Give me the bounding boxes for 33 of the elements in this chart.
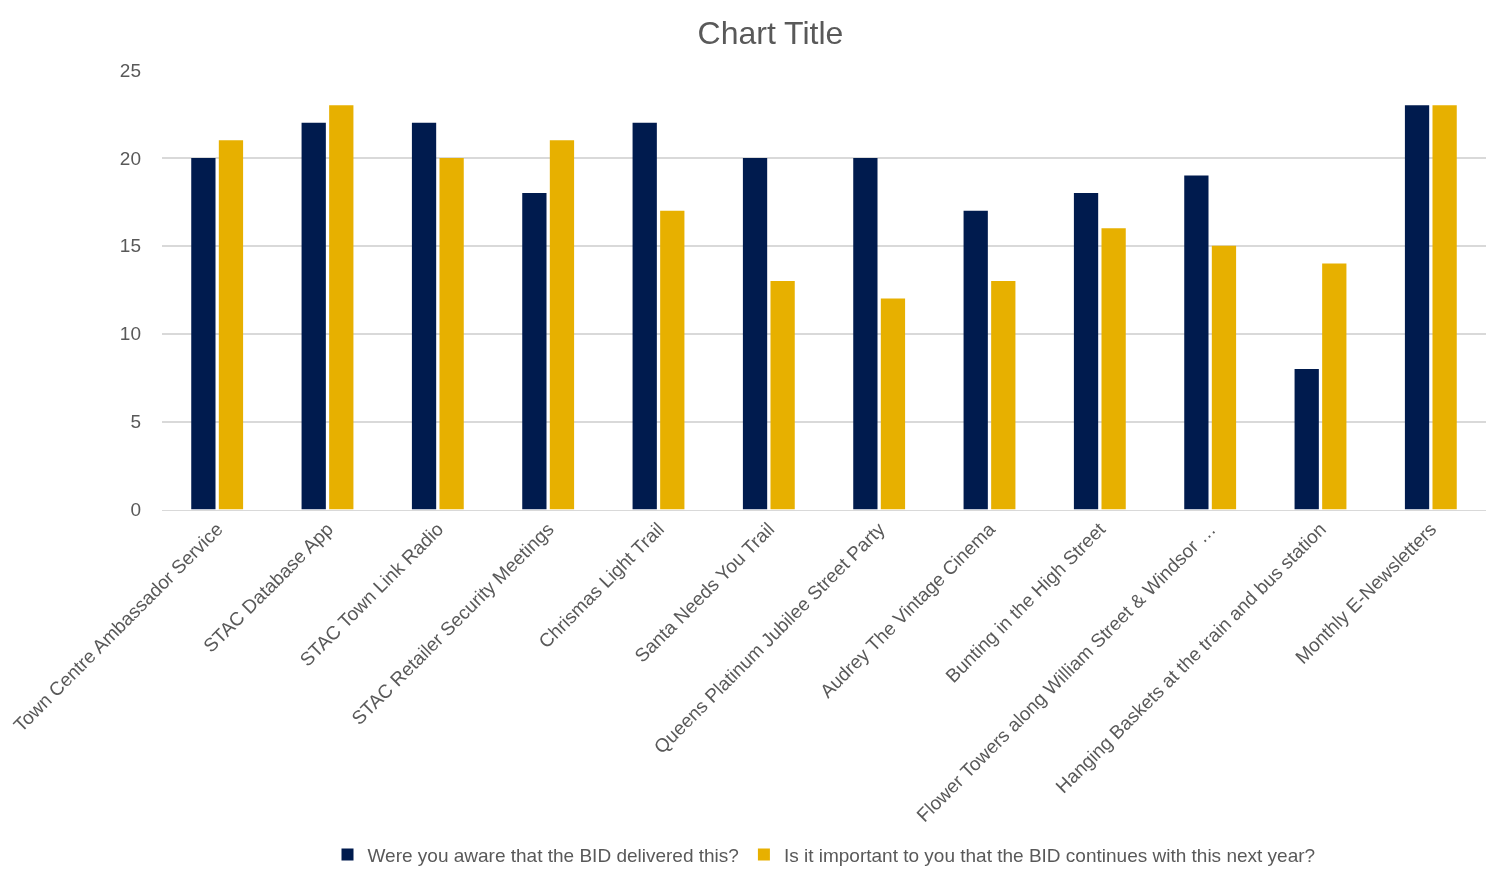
bar	[1073, 193, 1099, 510]
bar	[439, 157, 464, 510]
bar	[549, 140, 575, 510]
bar	[1432, 105, 1457, 510]
bar	[1404, 105, 1430, 510]
bar	[632, 122, 657, 510]
chart-title: Chart Title	[697, 15, 844, 52]
bar	[411, 122, 437, 510]
bar	[1101, 228, 1126, 510]
bar	[963, 210, 988, 510]
y-tick-label: 15	[119, 235, 141, 257]
y-tick-label: 5	[130, 411, 141, 433]
bar	[301, 122, 326, 510]
bar	[742, 157, 768, 510]
y-tick-label: 20	[119, 147, 141, 169]
y-tick-label: 0	[130, 499, 141, 521]
y-tick-label: 10	[119, 323, 141, 345]
bar	[1184, 175, 1209, 510]
bar	[329, 105, 354, 510]
legend-label: Were you aware that the BID delivered this?	[367, 844, 739, 866]
bar	[218, 140, 244, 510]
bar	[1294, 368, 1319, 510]
y-tick-label: 25	[119, 59, 141, 81]
legend-label: Is it important to you that the BID continues with this next year?	[783, 844, 1316, 866]
bar	[991, 281, 1016, 510]
bar	[880, 298, 906, 510]
bar	[853, 157, 878, 510]
bar	[660, 210, 685, 510]
bar	[191, 157, 216, 510]
bar	[770, 281, 795, 510]
bar	[1322, 263, 1347, 510]
bar	[1211, 245, 1237, 510]
bar	[522, 193, 547, 510]
